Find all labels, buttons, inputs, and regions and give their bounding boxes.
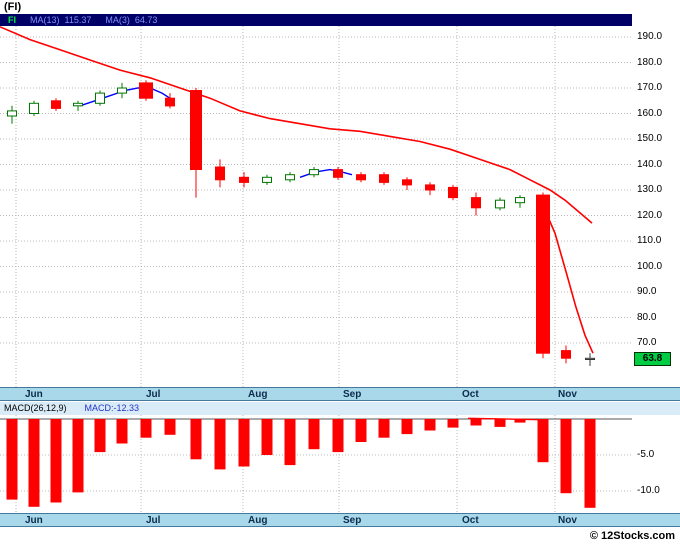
price-chart-panel — [0, 26, 632, 387]
month-label-aug: Aug — [248, 515, 268, 526]
ma13-legend: MA(13) 115.37 — [30, 14, 91, 26]
price-axis-label: 140.0 — [637, 158, 663, 170]
ma3-legend: MA(3) 64.73 — [105, 14, 157, 26]
price-candlestick-chart — [0, 26, 632, 387]
month-label-sep: Sep — [343, 389, 362, 400]
price-axis-label: 70.0 — [637, 337, 657, 348]
macd-axis: -5.0 -10.0 — [632, 415, 680, 513]
price-axis-label: 80.0 — [637, 311, 657, 323]
ma3-value: 64.73 — [134, 15, 158, 25]
price-axis-label: 170.0 — [637, 82, 663, 93]
month-label-jul: Jul — [146, 515, 161, 526]
symbol-label: FI — [8, 15, 16, 25]
price-axis-label: 160.0 — [637, 107, 663, 119]
price-axis: 63.8 190.0 180.0 170.0 160.0 150.0 140.0 130.0… — [632, 26, 680, 387]
date-axis-top: Jun Jul Aug Sep Oct Nov — [0, 387, 680, 401]
page-title: (FI) — [4, 1, 22, 13]
macd-params-label: MACD(26,12,9) — [4, 403, 67, 413]
month-label-aug: Aug — [248, 389, 268, 400]
month-label-jun: Jun — [25, 515, 43, 526]
price-axis-label: 180.0 — [637, 56, 663, 68]
price-axis-label: 90.0 — [637, 286, 657, 297]
month-label-jun: Jun — [25, 389, 43, 400]
price-axis-label: 190.0 — [637, 31, 663, 42]
macd-histogram-chart — [0, 415, 632, 513]
price-axis-label: 120.0 — [637, 209, 663, 221]
price-axis-label: 110.0 — [637, 235, 662, 246]
macd-header: MACD(26,12,9) MACD:-12.33 — [0, 402, 680, 415]
month-label-nov: Nov — [558, 515, 577, 526]
ma13-label: MA(13) — [30, 15, 60, 25]
month-label-oct: Oct — [462, 389, 479, 400]
current-price-badge: 63.8 — [634, 351, 671, 366]
copyright-watermark: © 12Stocks.com — [0, 527, 680, 546]
macd-axis-label: -10.0 — [637, 485, 660, 496]
indicator-legend: FI MA(13) 115.37 MA(3) 64.73 — [0, 14, 632, 26]
month-label-oct: Oct — [462, 515, 479, 526]
price-axis-label: 150.0 — [637, 133, 663, 144]
macd-axis-label: -5.0 — [637, 449, 655, 460]
month-label-jul: Jul — [146, 389, 161, 400]
price-axis-label: 100.0 — [637, 260, 663, 272]
month-label-nov: Nov — [558, 389, 577, 400]
macd-value-label: MACD:-12.33 — [84, 403, 140, 413]
price-axis-label: 130.0 — [637, 184, 663, 195]
ma3-label: MA(3) — [105, 15, 130, 25]
ma13-value: 115.37 — [64, 15, 92, 25]
date-axis-bottom: Jun Jul Aug Sep Oct Nov — [0, 513, 680, 527]
macd-chart-panel — [0, 415, 632, 513]
month-label-sep: Sep — [343, 515, 362, 526]
